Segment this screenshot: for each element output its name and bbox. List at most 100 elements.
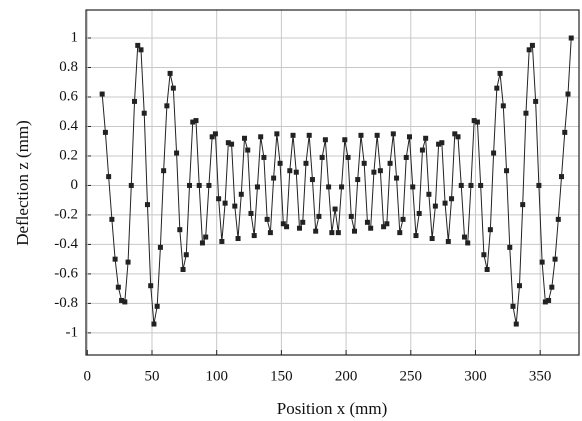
marker	[102, 129, 108, 135]
marker	[267, 230, 273, 236]
marker	[122, 299, 128, 305]
marker	[516, 283, 522, 289]
marker	[125, 259, 131, 265]
marker	[529, 42, 535, 48]
marker	[313, 228, 319, 234]
marker	[384, 221, 390, 227]
marker	[549, 284, 555, 290]
marker	[452, 131, 458, 137]
x-tick-label: 300	[464, 368, 487, 384]
marker	[206, 182, 212, 188]
marker	[245, 147, 251, 153]
marker	[539, 259, 545, 265]
marker	[203, 234, 209, 240]
marker	[132, 98, 138, 104]
marker	[559, 174, 565, 180]
marker	[235, 236, 241, 242]
marker	[177, 227, 183, 233]
marker	[238, 191, 244, 197]
marker	[199, 240, 205, 246]
y-tick-label: -0.8	[54, 295, 78, 311]
marker	[183, 252, 189, 258]
marker	[436, 141, 442, 147]
y-tick-label: -1	[66, 324, 79, 340]
marker	[449, 196, 455, 202]
marker	[487, 227, 493, 233]
marker	[115, 284, 121, 290]
marker	[368, 225, 374, 231]
marker	[484, 266, 490, 272]
plot-frame	[85, 9, 580, 356]
marker	[507, 244, 513, 250]
y-tick-label: 1	[71, 29, 79, 45]
marker	[533, 98, 539, 104]
marker	[394, 175, 400, 181]
marker	[190, 119, 196, 125]
marker	[497, 70, 503, 76]
marker	[332, 206, 338, 212]
marker	[520, 202, 526, 208]
marker	[442, 200, 448, 206]
marker	[491, 150, 497, 156]
marker	[474, 119, 480, 125]
marker	[364, 219, 370, 225]
marker	[361, 160, 367, 166]
y-tick-label: 0	[71, 177, 79, 193]
marker	[552, 256, 558, 262]
marker	[271, 175, 277, 181]
marker	[212, 131, 218, 137]
marker	[300, 219, 306, 225]
marker	[148, 283, 154, 289]
marker	[280, 221, 286, 227]
marker	[297, 225, 303, 231]
marker	[568, 35, 574, 41]
marker	[154, 303, 160, 309]
marker	[225, 140, 231, 146]
marker	[138, 47, 144, 53]
marker	[326, 184, 332, 190]
marker	[445, 238, 451, 244]
marker	[216, 196, 222, 202]
y-tick-label: 0.2	[59, 147, 78, 163]
marker	[513, 321, 519, 327]
marker	[406, 134, 412, 140]
marker	[232, 203, 238, 209]
marker	[429, 236, 435, 242]
marker	[151, 321, 157, 327]
marker	[167, 70, 173, 76]
marker	[416, 210, 422, 216]
marker	[242, 135, 248, 141]
marker	[128, 182, 134, 188]
marker	[222, 200, 228, 206]
marker	[478, 182, 484, 188]
marker	[468, 182, 474, 188]
marker	[170, 85, 176, 91]
marker	[432, 203, 438, 209]
marker	[135, 42, 141, 48]
marker	[277, 160, 283, 166]
marker	[345, 154, 351, 160]
marker	[287, 168, 293, 174]
marker	[164, 103, 170, 109]
marker	[413, 233, 419, 239]
marker	[293, 169, 299, 175]
marker	[458, 182, 464, 188]
marker	[523, 110, 529, 116]
marker	[248, 210, 254, 216]
marker	[374, 132, 380, 138]
marker	[161, 168, 167, 174]
marker	[106, 174, 112, 180]
marker	[465, 240, 471, 246]
marker	[339, 184, 345, 190]
marker	[180, 266, 186, 272]
marker	[264, 216, 270, 222]
marker	[209, 134, 215, 140]
marker	[423, 135, 429, 141]
marker	[546, 297, 552, 303]
marker	[526, 47, 532, 53]
x-tick-label: 50	[144, 368, 159, 384]
marker	[419, 147, 425, 153]
marker	[481, 252, 487, 258]
marker	[461, 234, 467, 240]
